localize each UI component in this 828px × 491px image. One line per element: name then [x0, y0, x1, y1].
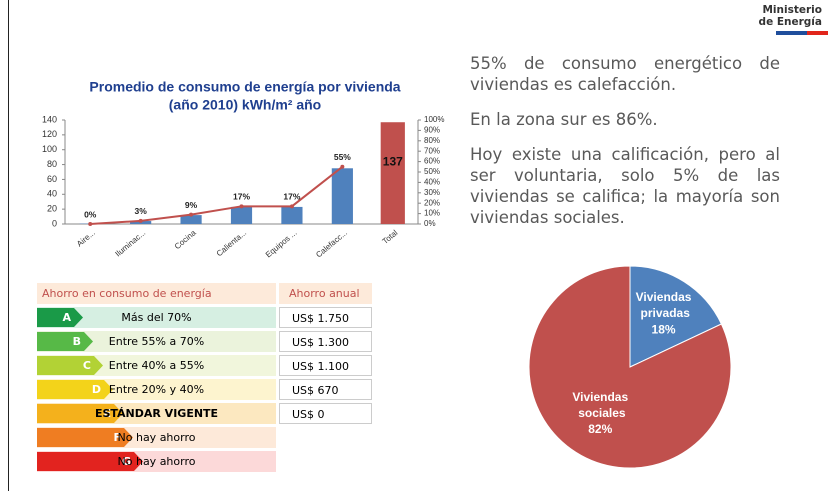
y-tick-label: 140	[42, 114, 57, 124]
y2-tick-label: 80%	[424, 136, 440, 145]
rating-description: Más del 70%	[37, 307, 276, 328]
y2-tick-label: 70%	[424, 146, 440, 155]
y2-tick-label: 90%	[424, 126, 440, 135]
data-label: 137	[383, 154, 403, 168]
line-point	[189, 213, 193, 217]
bar	[281, 207, 302, 224]
rating-description: Entre 55% a 70%	[37, 331, 276, 352]
y-tick-label: 40	[47, 189, 57, 199]
savings-amount: US$ 1.750	[279, 307, 372, 328]
bar	[381, 122, 405, 224]
x-tick-label: Equipos ...	[264, 228, 299, 259]
data-label: 17%	[233, 192, 250, 202]
chart-title: Promedio de consumo de energía por vivie…	[89, 79, 400, 95]
line-point	[139, 219, 143, 223]
savings-amount: US$ 670	[279, 379, 372, 400]
table-header: Ahorro en consumo de energía Ahorro anua…	[37, 283, 373, 304]
data-label: 0%	[84, 209, 97, 219]
paragraph: Hoy existe una calificación, pero al ser…	[470, 144, 780, 228]
x-tick-label: Aire...	[75, 228, 97, 248]
x-tick-label: Iluminac...	[114, 228, 148, 258]
y2-tick-label: 40%	[424, 178, 440, 187]
x-tick-label: Total	[381, 228, 400, 246]
y2-tick-label: 30%	[424, 188, 440, 197]
savings-amount: US$ 0	[279, 403, 372, 424]
line-point	[240, 204, 244, 208]
line-point	[340, 165, 344, 169]
data-label: 3%	[134, 206, 147, 216]
paragraph: 55% de consumo energético de viviendas e…	[470, 53, 780, 95]
savings-table: Ahorro en consumo de energía Ahorro anua…	[37, 283, 373, 475]
header-cell: Ahorro en consumo de energía	[37, 283, 276, 304]
line-series	[90, 167, 342, 224]
chart-title: (año 2010) kWh/m² año	[169, 97, 321, 113]
rating-description: No hay ahorro	[37, 427, 276, 448]
line-point	[88, 222, 92, 226]
text-block: 55% de consumo energético de viviendas e…	[470, 53, 780, 242]
bar	[231, 207, 252, 224]
line-point	[290, 204, 294, 208]
rating-description: Entre 40% a 55%	[37, 355, 276, 376]
y-tick-label: 120	[42, 129, 57, 139]
savings-amount: US$ 1.100	[279, 355, 372, 376]
paragraph: En la zona sur es 86%.	[470, 109, 780, 130]
data-label: 9%	[185, 200, 198, 210]
x-tick-label: Cocina	[173, 228, 198, 251]
rating-description: ESTÁNDAR VIGENTE	[37, 403, 276, 424]
y2-tick-label: 0%	[424, 219, 436, 228]
data-label: 17%	[283, 192, 300, 202]
y-tick-label: 0	[52, 218, 57, 228]
y-tick-label: 60	[47, 174, 57, 184]
data-label: 55%	[334, 152, 351, 162]
y2-tick-label: 60%	[424, 157, 440, 166]
header-cell: Ahorro anual	[279, 283, 372, 304]
y-tick-label: 20	[47, 204, 57, 214]
y2-tick-label: 50%	[424, 167, 440, 176]
slide: Ministerio de Energía Promedio de consum…	[0, 0, 828, 491]
pie-value-label: 82%	[588, 422, 612, 436]
rating-description: No hay ahorro	[37, 451, 276, 472]
x-tick-label: Calienta...	[215, 228, 248, 258]
y2-tick-label: 20%	[424, 198, 440, 207]
savings-amount: US$ 1.300	[279, 331, 372, 352]
y-tick-label: 80	[47, 159, 57, 169]
y-tick-label: 100	[42, 144, 57, 154]
bar	[332, 168, 353, 224]
x-tick-label: Calefacc...	[314, 228, 349, 259]
rating-description: Entre 20% y 40%	[37, 379, 276, 400]
y2-tick-label: 100%	[424, 115, 444, 124]
y2-tick-label: 10%	[424, 209, 440, 218]
pie-value-label: 18%	[652, 322, 676, 336]
